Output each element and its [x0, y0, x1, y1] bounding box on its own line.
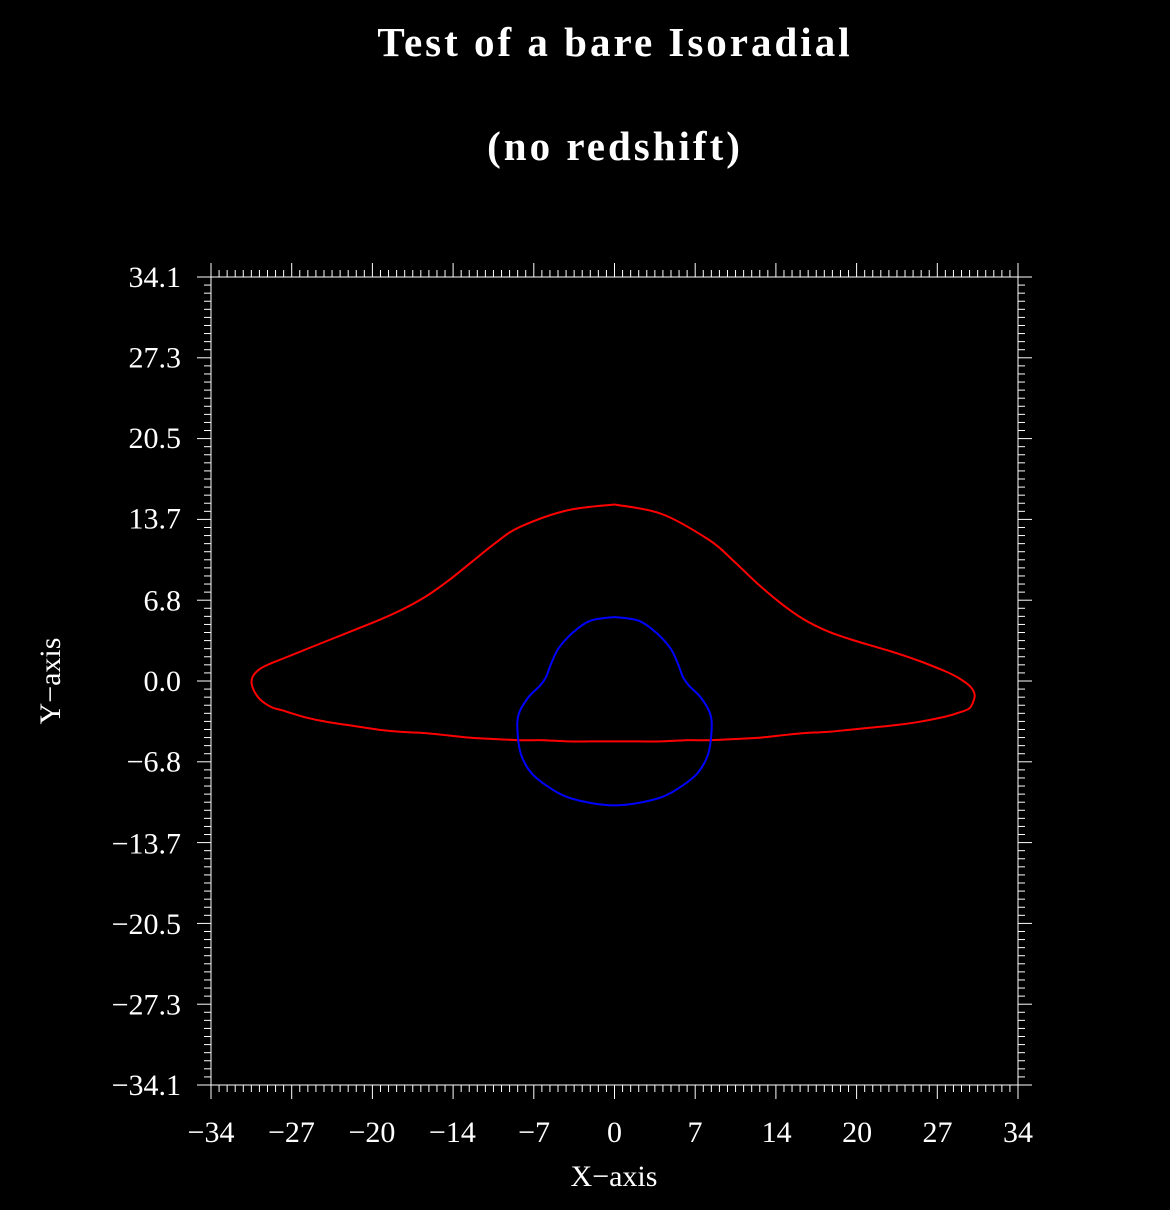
x-axis-label: X−axis: [571, 1160, 658, 1193]
x-tick-label: 27: [923, 1116, 953, 1149]
plot-frame: [210, 276, 1019, 1086]
y-tick-label: 34.1: [129, 261, 182, 294]
y-tick-label: −34.1: [112, 1069, 181, 1102]
red-isoradial-curve: [250, 503, 976, 743]
y-tick-label: 27.3: [129, 342, 182, 375]
y-tick-label: 20.5: [129, 422, 182, 455]
x-tick-label: 34: [1003, 1116, 1033, 1149]
x-tick-label: −34: [188, 1116, 235, 1149]
x-tick-labels: −34 −27 −20 −14 −7 0 7 14 20 27 34: [188, 1116, 1033, 1149]
y-tick-labels: 34.1 27.3 20.5 13.7 6.8 0.0 −6.8 −13.7 −20.5 −27.…: [112, 261, 181, 1102]
chart-subtitle: (no redshift): [487, 123, 743, 169]
x-tick-label: −20: [348, 1116, 395, 1149]
y-tick-label: 6.8: [144, 584, 182, 617]
y-axis-label: Y−axis: [34, 638, 67, 725]
x-tick-label: 20: [842, 1116, 872, 1149]
y-tick-label: −13.7: [112, 827, 181, 860]
curves: [250, 503, 976, 807]
chart-title: Test of a bare Isoradial: [377, 19, 853, 65]
y-tick-label: 0.0: [144, 665, 182, 698]
x-tick-label: −27: [268, 1116, 315, 1149]
y-tick-label: 13.7: [129, 503, 182, 536]
y-tick-label: −6.8: [127, 746, 181, 779]
y-tick-label: −20.5: [112, 908, 181, 941]
blue-isoradial-curve: [516, 616, 713, 807]
x-tick-label: −7: [518, 1116, 550, 1149]
x-tick-label: 14: [762, 1116, 792, 1149]
x-tick-label: 7: [687, 1116, 702, 1149]
y-tick-label: −27.3: [112, 988, 181, 1021]
axis-ticks: [197, 263, 1032, 1099]
x-tick-label: 0: [607, 1116, 622, 1149]
x-tick-label: −14: [429, 1116, 476, 1149]
